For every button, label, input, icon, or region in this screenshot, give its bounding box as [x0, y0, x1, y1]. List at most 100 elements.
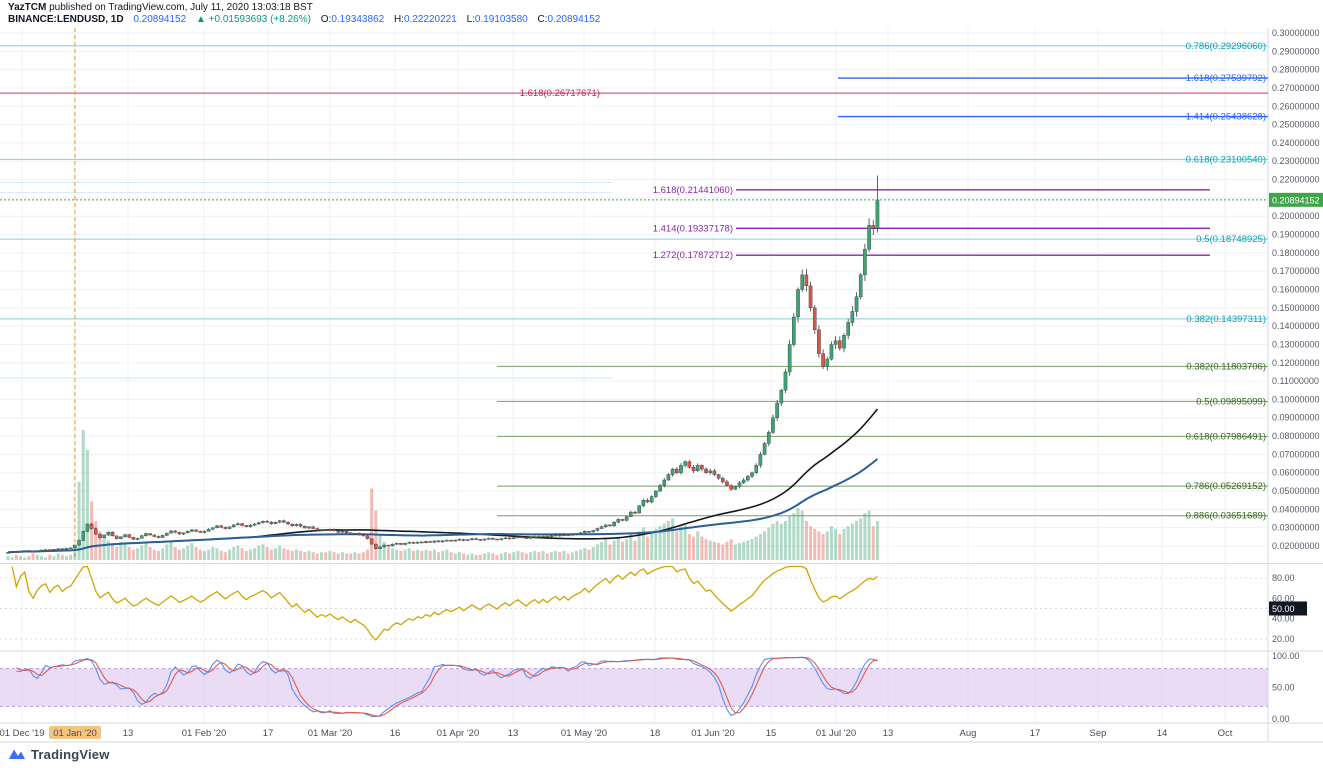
high-value: 0.22220221 [403, 14, 457, 25]
price-axis[interactable]: 0.30000000 0.29000000 0.28000000 0.27000000… [1272, 28, 1320, 551]
rsi-tick-label: 20.00 [1272, 634, 1295, 644]
tradingview-logo-text: TradingView [31, 746, 110, 762]
time-axis-label: 14 [1157, 728, 1168, 739]
fib-label[interactable]: 0.382(0.11803706) [1186, 361, 1266, 372]
open-value: 0.19343862 [331, 14, 385, 25]
time-axis-label: 01 Jun '20 [691, 728, 735, 739]
fib-label[interactable]: 1.414(0.19337178) [653, 223, 733, 234]
fib-label[interactable]: 0.5(0.09895099) [1196, 396, 1266, 407]
tradingview-logo[interactable]: TradingView [8, 745, 110, 763]
fib-label[interactable]: 1.618(0.27539792) [1186, 73, 1266, 84]
fib-label[interactable]: 1.618(0.26717671) [520, 88, 600, 99]
price-tick-label: 0.02000000 [1272, 541, 1320, 551]
tradingview-logo-icon [9, 749, 25, 759]
chart-header: YazTCM published on TradingView.com, Jul… [8, 2, 600, 25]
rsi-tick-label: 80.00 [1272, 573, 1295, 583]
grid [0, 28, 1323, 743]
last-price-badge: 0.20894152 [1269, 192, 1323, 207]
fib-label[interactable]: 0.382(0.14397311) [1186, 314, 1266, 325]
fib-label[interactable]: 1.414(0.25438628) [1186, 112, 1266, 123]
price-tick-label: 0.23000000 [1272, 156, 1320, 166]
price-tick-label: 0.13000000 [1272, 339, 1320, 349]
time-axis-label: 13 [123, 728, 134, 739]
fib-label[interactable]: 1.618(0.21441060) [653, 185, 733, 196]
published-info: published on TradingView.com, July 11, 2… [46, 2, 313, 13]
price-tick-label: 0.08000000 [1272, 431, 1320, 441]
time-axis-label: 01 Feb '20 [182, 728, 227, 739]
fib-levels[interactable]: 1.618(0.26717671) 1.618(0.21441060) 1.414(… [0, 41, 1268, 522]
price-tick-label: 0.06000000 [1272, 468, 1320, 478]
price-tick-label: 0.11000000 [1272, 376, 1319, 386]
time-axis-label: 17 [1030, 728, 1041, 739]
svg-text:0.20894152: 0.20894152 [1272, 195, 1320, 205]
time-axis-label: 13 [508, 728, 519, 739]
time-axis-label: Aug [960, 728, 977, 739]
stoch-tick-label: 50.00 [1272, 683, 1295, 693]
price-tick-label: 0.07000000 [1272, 449, 1320, 459]
time-axis-label: 16 [390, 728, 401, 739]
rsi-tick-label: 40.00 [1272, 614, 1295, 624]
fib-label[interactable]: 1.272(0.17872712) [653, 250, 733, 261]
close-value: 0.20894152 [547, 14, 601, 25]
price-tick-label: 0.17000000 [1272, 266, 1320, 276]
fib-label[interactable]: 0.618(0.23100540) [1186, 154, 1266, 165]
price-tick-label: 0.22000000 [1272, 175, 1320, 185]
candles-series[interactable] [6, 175, 880, 554]
price-tick-label: 0.16000000 [1272, 284, 1320, 294]
svg-text:50.00: 50.00 [1272, 604, 1295, 614]
time-axis-label: 13 [883, 728, 894, 739]
ma-100-line[interactable] [7, 458, 879, 554]
time-axis-label: 17 [263, 728, 274, 739]
time-axis-label: 01 Apr '20 [437, 728, 480, 739]
time-axis-label: Sep [1090, 728, 1107, 739]
stoch-d-line[interactable] [16, 656, 878, 717]
fib-label[interactable]: 0.886(0.03651689) [1186, 511, 1266, 522]
price-tick-label: 0.12000000 [1272, 358, 1320, 368]
stoch-pane[interactable]: 100.00 50.00 0.00 [0, 651, 1300, 724]
open-label: O: [320, 14, 332, 25]
time-axis-label: 01 Jul '20 [816, 728, 856, 739]
symbol-title: BINANCE:LENDUSD, 1D [8, 14, 124, 25]
price-tick-label: 0.05000000 [1272, 486, 1320, 496]
published-line: YazTCM published on TradingView.com, Jul… [8, 2, 600, 13]
close-label: C: [537, 14, 548, 25]
stoch-tick-label: 0.00 [1272, 714, 1290, 724]
time-axis-label: 01 May '20 [561, 728, 607, 739]
price-tick-label: 0.29000000 [1272, 46, 1320, 56]
time-axis[interactable]: 01 Dec '19 01 Jan '20 13 01 Feb '20 17 01 Mar… [0, 726, 1233, 739]
high-label: H: [393, 14, 404, 25]
rsi-pane[interactable]: 80.00 60.00 40.00 20.00 [0, 565, 1295, 644]
price-tick-label: 0.27000000 [1272, 83, 1320, 93]
rsi-tick-label: 60.00 [1272, 593, 1295, 603]
time-highlight [49, 726, 101, 739]
price-tick-label: 0.03000000 [1272, 523, 1320, 533]
price-tick-label: 0.30000000 [1272, 28, 1320, 38]
change-arrow-icon: ▲ [195, 14, 206, 25]
low-value: 0.19103580 [474, 14, 528, 25]
time-axis-label: 18 [650, 728, 661, 739]
symbol-line: BINANCE:LENDUSD, 1D 0.20894152 ▲ +0.0159… [8, 14, 600, 25]
price-tick-label: 0.15000000 [1272, 303, 1320, 313]
last-price-value: 0.20894152 [133, 14, 187, 25]
price-tick-label: 0.10000000 [1272, 394, 1320, 404]
price-tick-label: 0.09000000 [1272, 413, 1320, 423]
fib-label[interactable]: 0.5(0.18748925) [1196, 234, 1266, 245]
time-axis-label: 01 Mar '20 [308, 728, 353, 739]
price-tick-label: 0.19000000 [1272, 230, 1320, 240]
fib-label[interactable]: 0.786(0.05269152) [1186, 481, 1266, 492]
volume-series[interactable] [6, 430, 879, 560]
time-axis-label: Oct [1218, 728, 1233, 739]
fib-label[interactable]: 0.618(0.07986491) [1186, 431, 1266, 442]
ma-60-line[interactable] [7, 408, 879, 554]
time-axis-label: 15 [766, 728, 777, 739]
rsi-badge: 50.00 [1269, 601, 1307, 616]
price-tick-label: 0.24000000 [1272, 138, 1320, 148]
stoch-band [0, 668, 1268, 707]
time-axis-label: 01 Jan '20 [53, 728, 97, 739]
fib-label[interactable]: 0.786(0.29296060) [1186, 41, 1266, 52]
price-tick-label: 0.14000000 [1272, 321, 1320, 331]
rsi-line[interactable] [11, 565, 878, 641]
low-label: L: [466, 14, 475, 25]
